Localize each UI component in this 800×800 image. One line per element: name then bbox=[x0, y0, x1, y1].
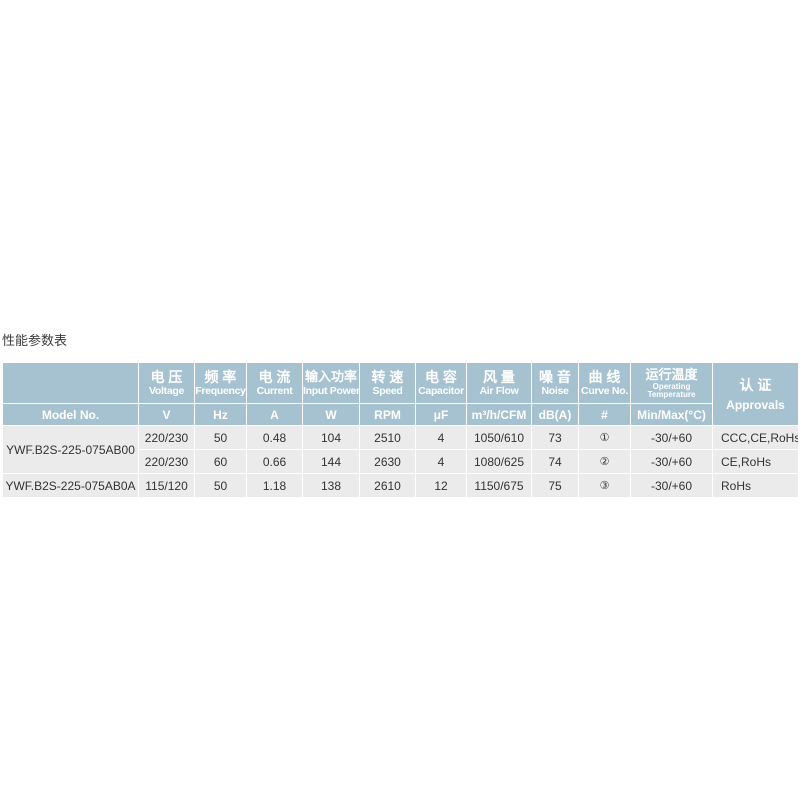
unit-curve-no: # bbox=[578, 403, 631, 426]
row1-curve-no-cell: ① bbox=[578, 425, 631, 450]
row3-frequency-cell: 50 bbox=[194, 473, 247, 498]
col-header-input-power: 输入功率 Input Power bbox=[302, 362, 360, 404]
unit-input-power: W bbox=[302, 403, 360, 426]
unit-current: A bbox=[246, 403, 303, 426]
unit-temperature: Min/Max(°C) bbox=[630, 403, 713, 426]
row2-temperature-cell: -30/+60 bbox=[630, 449, 713, 474]
row2-speed-cell: 2630 bbox=[359, 449, 416, 474]
row3-approvals-cell: RoHs bbox=[712, 473, 799, 498]
col-header-voltage: 电 压 Voltage bbox=[138, 362, 195, 404]
col-header-temperature: 运行温度 Operating Temperature bbox=[630, 362, 713, 404]
row1-noise-cell: 73 bbox=[531, 425, 579, 450]
voltage-header-zh: 电 压 bbox=[150, 369, 183, 385]
row3-voltage-cell: 115/120 bbox=[138, 473, 195, 498]
col-header-curve-no: 曲 线 Curve No. bbox=[578, 362, 631, 404]
col-header-noise: 噪 音 Noise bbox=[531, 362, 579, 404]
air-flow-header-zh: 风 量 bbox=[483, 369, 515, 385]
curve-no-header-en: Curve No. bbox=[581, 385, 628, 397]
row1-model-cell: YWF.B2S-225-075AB00 bbox=[2, 425, 139, 474]
model-header-spacer bbox=[2, 362, 139, 404]
row2-approvals-cell: CE,RoHs bbox=[712, 449, 799, 474]
row3-speed-cell: 2610 bbox=[359, 473, 416, 498]
row1-frequency-cell: 50 bbox=[194, 425, 247, 450]
row1-approvals-cell: CCC,CE,RoHs bbox=[712, 425, 799, 450]
row2-frequency-cell: 60 bbox=[194, 449, 247, 474]
capacitor-header-en: Capacitor bbox=[418, 385, 464, 397]
frequency-header-zh: 频 率 bbox=[204, 369, 237, 385]
col-header-capacitor: 电 容 Capacitor bbox=[415, 362, 467, 404]
header-row-2: Model No. V Hz A W RPM μF m³/h/CFM dB(A)… bbox=[2, 403, 799, 426]
spec-table: 电 压 Voltage 频 率 Frequency 电 流 Current 输入… bbox=[2, 362, 799, 498]
unit-noise: dB(A) bbox=[531, 403, 579, 426]
input-power-header-zh: 输入功率 bbox=[304, 369, 357, 384]
curve-no-header-zh: 曲 线 bbox=[588, 369, 621, 385]
header-row-1: 电 压 Voltage 频 率 Frequency 电 流 Current 输入… bbox=[2, 362, 799, 426]
model-no-header: Model No. bbox=[2, 403, 139, 426]
temperature-header-en-line1: Operating bbox=[652, 381, 691, 391]
row2-input-power-cell: 144 bbox=[302, 449, 360, 474]
content-area: 性能参数表 电 压 Voltage 频 率 Frequency 电 流 Curr… bbox=[2, 333, 799, 498]
frequency-header-en: Frequency bbox=[195, 385, 246, 397]
unit-capacitor: μF bbox=[415, 403, 467, 426]
col-header-speed: 转 速 Speed bbox=[359, 362, 416, 404]
row1-temperature-cell: -30/+60 bbox=[630, 425, 713, 450]
col-header-approvals: 认 证 Approvals bbox=[712, 362, 799, 426]
row3-air-flow-cell: 1150/675 bbox=[466, 473, 532, 498]
row2-curve-no-cell: ② bbox=[578, 449, 631, 474]
capacitor-header-zh: 电 容 bbox=[425, 369, 457, 385]
temperature-header-en-line2: Temperature bbox=[647, 390, 696, 399]
air-flow-header-en: Air Flow bbox=[479, 385, 519, 397]
row3-noise-cell: 75 bbox=[531, 473, 579, 498]
col-header-frequency: 频 率 Frequency bbox=[194, 362, 247, 404]
row3-capacitor-cell: 12 bbox=[415, 473, 467, 498]
unit-frequency: Hz bbox=[194, 403, 247, 426]
row1-speed-cell: 2510 bbox=[359, 425, 416, 450]
row2-voltage-cell: 220/230 bbox=[138, 449, 195, 474]
approvals-header-zh: 认 证 bbox=[739, 376, 772, 393]
input-power-header-en: Input Power bbox=[303, 385, 360, 397]
current-header-en: Current bbox=[256, 385, 293, 397]
data-row-1: YWF.B2S-225-075AB00 220/230 50 0.48 104 … bbox=[2, 425, 799, 474]
row3-current-cell: 1.18 bbox=[246, 473, 303, 498]
row3-input-power-cell: 138 bbox=[302, 473, 360, 498]
noise-header-en: Noise bbox=[541, 385, 569, 397]
data-row-2: 220/230 60 0.66 144 2630 4 1080/625 74 ②… bbox=[3, 449, 799, 474]
row2-capacitor-cell: 4 bbox=[415, 449, 467, 474]
unit-speed: RPM bbox=[359, 403, 416, 426]
row2-noise-cell: 74 bbox=[531, 449, 579, 474]
speed-header-zh: 转 速 bbox=[371, 369, 404, 385]
current-header-zh: 电 流 bbox=[258, 369, 291, 385]
row3-model-cell: YWF.B2S-225-075AB0A bbox=[2, 473, 139, 498]
voltage-header-en: Voltage bbox=[148, 385, 185, 397]
approvals-header-en: Approvals bbox=[726, 397, 785, 412]
row1-input-power-cell: 104 bbox=[302, 425, 360, 450]
row1-air-flow-cell: 1050/610 bbox=[466, 425, 532, 450]
row1-current-cell: 0.48 bbox=[246, 425, 303, 450]
page-title: 性能参数表 bbox=[2, 333, 68, 348]
speed-header-en: Speed bbox=[372, 385, 403, 397]
noise-header-zh: 噪 音 bbox=[539, 369, 571, 385]
row2-air-flow-cell: 1080/625 bbox=[466, 449, 532, 474]
temperature-header-zh: 运行温度 bbox=[645, 366, 698, 382]
row3-temperature-cell: -30/+60 bbox=[630, 473, 713, 498]
row3-curve-no-cell: ③ bbox=[578, 473, 631, 498]
col-header-current: 电 流 Current bbox=[246, 362, 303, 404]
col-header-air-flow: 风 量 Air Flow bbox=[466, 362, 532, 404]
unit-voltage: V bbox=[138, 403, 195, 426]
row1-capacitor-cell: 4 bbox=[415, 425, 467, 450]
unit-air-flow: m³/h/CFM bbox=[466, 403, 532, 426]
row2-current-cell: 0.66 bbox=[246, 449, 303, 474]
row1-voltage-cell: 220/230 bbox=[138, 425, 195, 450]
data-row-3: YWF.B2S-225-075AB0A 115/120 50 1.18 138 … bbox=[2, 473, 799, 498]
